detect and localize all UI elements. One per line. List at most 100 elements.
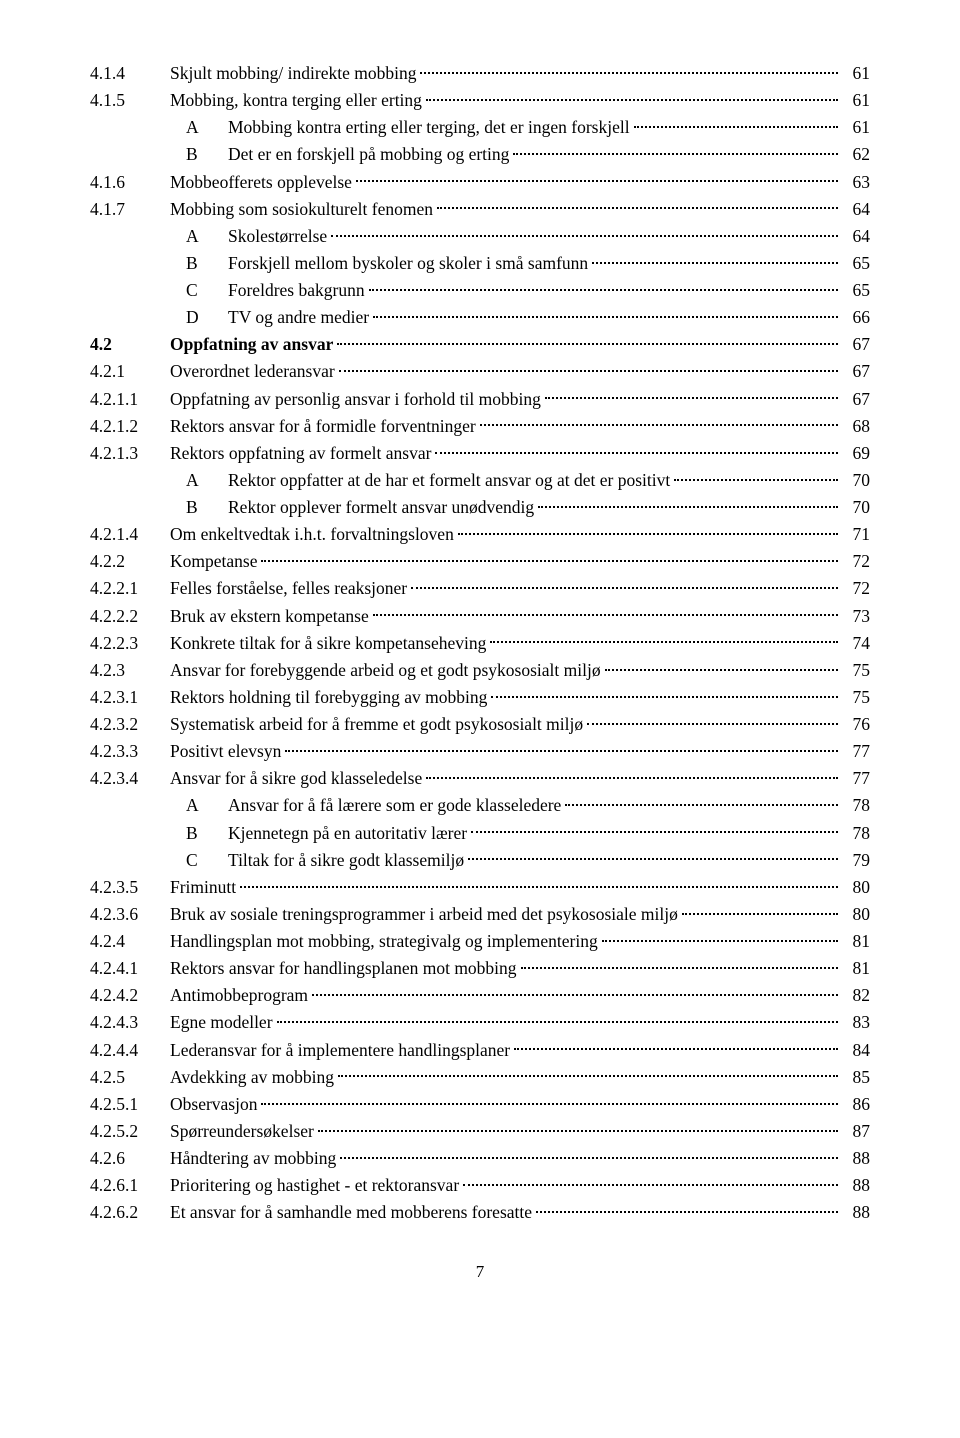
toc-leader (337, 333, 838, 351)
toc-page-ref: 74 (842, 630, 870, 657)
toc-leader (420, 62, 838, 80)
toc-title: Antimobbeprogram (170, 982, 308, 1009)
toc-page-ref: 70 (842, 494, 870, 521)
toc-title: Ansvar for å få lærere som er gode klass… (228, 792, 561, 819)
toc-title: Rektors ansvar for handlingsplanen mot m… (170, 955, 517, 982)
toc-title: Observasjon (170, 1091, 257, 1118)
toc-title: Forskjell mellom byskoler og skoler i sm… (228, 250, 588, 277)
toc-row: 4.2.4.4Lederansvar for å implementere ha… (90, 1037, 870, 1064)
toc-leader (491, 685, 838, 703)
toc-title: Et ansvar for å samhandle med mobberens … (170, 1199, 532, 1226)
toc-section-number: 4.2.1.1 (90, 386, 170, 413)
toc-leader (471, 821, 838, 839)
toc-section-number: 4.2.5 (90, 1064, 170, 1091)
toc-leader (538, 496, 838, 514)
toc-page-ref: 73 (842, 603, 870, 630)
toc-row: 4.2.3.3Positivt elevsyn77 (90, 738, 870, 765)
toc-subletter: B (186, 250, 228, 277)
toc-page-ref: 75 (842, 657, 870, 684)
toc-leader (592, 251, 838, 269)
toc-title: Egne modeller (170, 1009, 273, 1036)
toc-section-number: 4.2.3 (90, 657, 170, 684)
toc-page-ref: 64 (842, 223, 870, 250)
toc-row: 4.2.6.1Prioritering og hastighet - et re… (90, 1172, 870, 1199)
toc-title: Tiltak for å sikre godt klassemiljø (228, 847, 464, 874)
toc-page-ref: 81 (842, 955, 870, 982)
toc-row: 4.1.7Mobbing som sosiokulturelt fenomen6… (90, 196, 870, 223)
toc-title: Mobbeofferets opplevelse (170, 169, 352, 196)
toc-page-ref: 82 (842, 982, 870, 1009)
toc-section-number: 4.2.3.1 (90, 684, 170, 711)
toc-page-ref: 72 (842, 548, 870, 575)
toc-subletter: A (186, 467, 228, 494)
toc-row: 4.2.6Håndtering av mobbing88 (90, 1145, 870, 1172)
toc-leader (437, 197, 838, 215)
toc-leader (240, 875, 838, 893)
toc-leader (545, 387, 838, 405)
toc-row: AMobbing kontra erting eller terging, de… (90, 114, 870, 141)
toc-section-number: 4.2.5.2 (90, 1118, 170, 1145)
toc-leader (565, 794, 838, 812)
toc-row: 4.2.3.6Bruk av sosiale treningsprogramme… (90, 901, 870, 928)
toc-page-ref: 64 (842, 196, 870, 223)
toc-row: ARektor oppfatter at de har et formelt a… (90, 467, 870, 494)
toc-leader (674, 468, 838, 486)
toc-row: BDet er en forskjell på mobbing og ertin… (90, 141, 870, 168)
toc-title: Overordnet lederansvar (170, 358, 335, 385)
toc-page-ref: 88 (842, 1172, 870, 1199)
toc-section-number: 4.2.3.6 (90, 901, 170, 928)
toc-section-number: 4.1.4 (90, 60, 170, 87)
toc-leader (411, 577, 838, 595)
toc-subletter: C (186, 277, 228, 304)
toc-leader (312, 984, 838, 1002)
toc-page-ref: 81 (842, 928, 870, 955)
toc-row: 4.1.4Skjult mobbing/ indirekte mobbing 61 (90, 60, 870, 87)
toc-title: Rektors ansvar for å formidle forventnin… (170, 413, 476, 440)
toc-title: Positivt elevsyn (170, 738, 281, 765)
toc-page-ref: 86 (842, 1091, 870, 1118)
toc-section-number: 4.2.2.3 (90, 630, 170, 657)
toc-subletter: A (186, 792, 228, 819)
toc-leader (602, 930, 838, 948)
toc-section-number: 4.2.3.2 (90, 711, 170, 738)
toc-leader (340, 1147, 838, 1165)
toc-section-number: 4.2.1 (90, 358, 170, 385)
toc-page-ref: 62 (842, 141, 870, 168)
toc-leader (458, 523, 838, 541)
toc-row: 4.2.5Avdekking av mobbing 85 (90, 1064, 870, 1091)
toc-section-number: 4.2.6.1 (90, 1172, 170, 1199)
toc-title: Foreldres bakgrunn (228, 277, 365, 304)
toc-page-ref: 61 (842, 60, 870, 87)
toc-page-ref: 85 (842, 1064, 870, 1091)
toc-section-number: 4.2.3.4 (90, 765, 170, 792)
toc-page-ref: 67 (842, 386, 870, 413)
toc-title: Mobbing, kontra terging eller erting (170, 87, 422, 114)
toc-title: Systematisk arbeid for å fremme et godt … (170, 711, 583, 738)
toc-section-number: 4.1.5 (90, 87, 170, 114)
toc-page-ref: 61 (842, 87, 870, 114)
toc-page-ref: 68 (842, 413, 870, 440)
toc-row: CTiltak for å sikre godt klassemiljø79 (90, 847, 870, 874)
toc-section-number: 4.2 (90, 331, 170, 358)
toc-subletter: A (186, 223, 228, 250)
toc-title: Rektors holdning til forebygging av mobb… (170, 684, 487, 711)
toc-leader (513, 143, 838, 161)
toc-section-number: 4.2.5.1 (90, 1091, 170, 1118)
toc-title: Rektor oppfatter at de har et formelt an… (228, 467, 670, 494)
toc-title: Konkrete tiltak for å sikre kompetansehe… (170, 630, 486, 657)
toc-title: Kjennetegn på en autoritativ lærer (228, 820, 467, 847)
toc-row: 4.2.2Kompetanse72 (90, 548, 870, 575)
toc-leader (261, 550, 838, 568)
toc-title: Skjult mobbing/ indirekte mobbing (170, 60, 416, 87)
toc-row: 4.2.2.2Bruk av ekstern kompetanse73 (90, 603, 870, 630)
toc-page-ref: 80 (842, 901, 870, 928)
toc-leader (331, 224, 838, 242)
toc-title: Bruk av sosiale treningsprogrammer i arb… (170, 901, 678, 928)
toc-title: Prioritering og hastighet - et rektorans… (170, 1172, 459, 1199)
toc-section-number: 4.2.6.2 (90, 1199, 170, 1226)
toc-title: Oppfatning av ansvar (170, 331, 333, 358)
toc-page-ref: 61 (842, 114, 870, 141)
toc-title: Avdekking av mobbing (170, 1064, 334, 1091)
toc-page-ref: 77 (842, 738, 870, 765)
toc-title: Handlingsplan mot mobbing, strategivalg … (170, 928, 598, 955)
